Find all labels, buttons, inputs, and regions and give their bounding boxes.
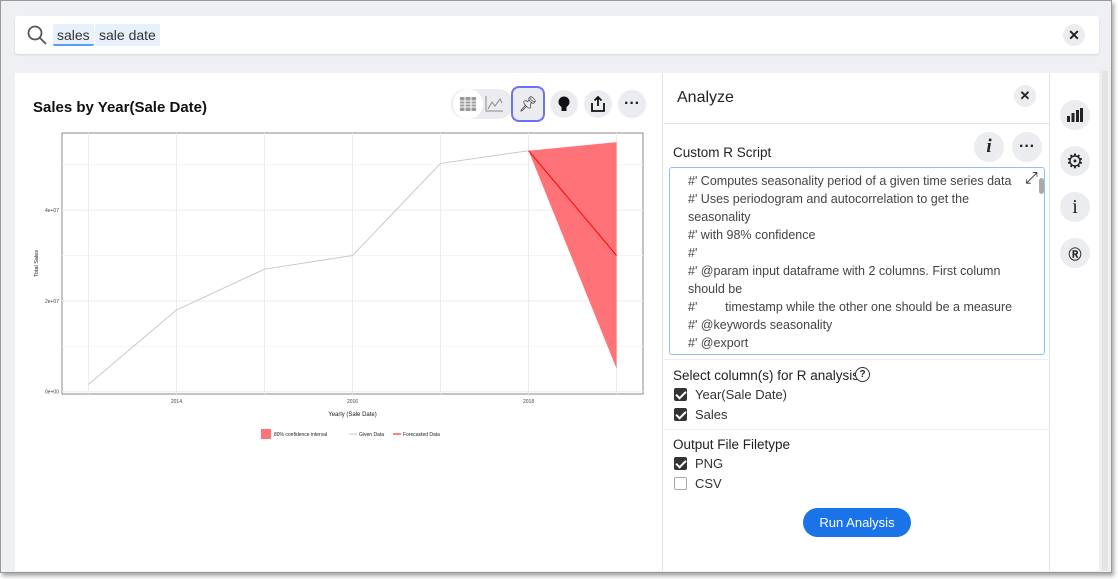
right-rail: ⚙ i Ⓡ	[1051, 73, 1099, 571]
divider	[664, 359, 1050, 360]
script-line: #' @export	[688, 336, 749, 350]
script-label: Custom R Script	[673, 145, 772, 160]
chart: 0e+00 2e+07 4e+07 2014 2016 2018 Total Sales Ye…	[34, 132, 644, 439]
checkbox-sales[interactable]	[674, 408, 687, 421]
search-token-sales[interactable]: sales	[53, 24, 94, 46]
more-icon: ···	[624, 95, 640, 112]
x-tick-label: 2014	[171, 399, 182, 405]
column-label: Year(Sale Date)	[695, 387, 788, 402]
y-tick-label: 0e+00	[45, 390, 59, 396]
script-line: #' Uses periodogram and autocorrelation …	[688, 192, 973, 224]
divider	[664, 123, 1050, 124]
rail-r-button[interactable]: Ⓡ	[1060, 238, 1090, 268]
script-more-button[interactable]: ···	[1012, 132, 1042, 162]
columns-label: Select column(s) for R analysis	[673, 368, 860, 383]
filetype-csv-label: CSV	[695, 476, 722, 491]
script-line: #' @examples	[688, 352, 1030, 354]
main-card: Sales by Year(Sale Date) 📌︎ ··· 0e+00 2e+…	[15, 73, 1099, 571]
run-analysis-button[interactable]: Run Analysis	[803, 508, 911, 537]
rail-info-button[interactable]: i	[1060, 192, 1090, 222]
script-line: #' Computes seasonality period of a give…	[688, 174, 1012, 188]
forecast-line	[528, 150, 617, 256]
y-axis-label: Total Sales	[34, 250, 40, 277]
clear-search-button[interactable]: ✕	[1063, 24, 1085, 46]
share-button[interactable]	[584, 90, 612, 118]
more-icon: ···	[1019, 138, 1035, 155]
pin-icon: 📌︎	[518, 96, 538, 113]
checkbox-year-sale-date[interactable]	[674, 388, 687, 401]
checkbox-png[interactable]	[674, 457, 687, 470]
x-tick-label: 2016	[347, 399, 358, 405]
help-icon[interactable]: ?	[855, 367, 870, 382]
x-tick-label: 2018	[523, 399, 534, 405]
divider	[664, 429, 1050, 430]
rail-bar-chart-button[interactable]	[1060, 100, 1090, 130]
chart-title: Sales by Year(Sale Date)	[33, 99, 207, 116]
close-analyze-button[interactable]: ✕	[1014, 85, 1036, 107]
page-scrollbar[interactable]	[1102, 71, 1108, 571]
y-tick-label: 4e+07	[45, 208, 59, 214]
rail-settings-button[interactable]: ⚙	[1060, 146, 1090, 176]
given-data-line	[88, 150, 529, 385]
lightbulb-icon	[558, 96, 570, 111]
column-label: Sales	[695, 407, 728, 422]
x-axis-label: Yearly (Sale Date)	[328, 412, 376, 418]
script-line: #'	[688, 246, 698, 260]
bar-chart-icon	[1067, 108, 1083, 122]
checkbox-csv[interactable]	[674, 477, 687, 490]
table-icon[interactable]	[453, 89, 483, 119]
legend-interval-label: 80% confidence interval	[274, 432, 327, 438]
confidence-interval-area	[528, 142, 617, 369]
search-icon	[27, 25, 47, 45]
r-script-editor[interactable]: #' Computes seasonality period of a give…	[669, 167, 1045, 355]
r-logo-icon: Ⓡ	[1068, 246, 1082, 262]
share-icon	[591, 96, 605, 112]
analyze-title: Analyze	[677, 89, 734, 106]
script-line: #' @param input dataframe with 2 columns…	[688, 264, 1004, 296]
line-chart-icon[interactable]	[485, 96, 503, 117]
more-options-button[interactable]: ···	[618, 90, 646, 118]
filetype-png-label: PNG	[695, 456, 724, 471]
y-tick-label: 2e+07	[45, 299, 59, 305]
script-line: #' timestamp while the other one should …	[688, 300, 1013, 314]
script-line: #' @keywords seasonality	[688, 318, 833, 332]
expand-icon[interactable]: ⤢	[1025, 170, 1038, 187]
analyze-panel: Analyze ✕ Custom R Script i ··· #' Compu…	[664, 73, 1050, 571]
gear-icon: ⚙	[1066, 150, 1084, 173]
editor-scrollbar[interactable]	[1039, 178, 1044, 194]
insights-button[interactable]	[550, 90, 578, 118]
info-icon: i	[986, 136, 992, 157]
legend-forecast-label: Forecasted Data	[403, 432, 440, 438]
search-token-sale-date[interactable]: sale date	[95, 24, 160, 46]
search-bar[interactable]: sales sale date ✕	[15, 16, 1099, 54]
legend-interval-swatch	[261, 429, 271, 439]
filetype-label: Output File Filetype	[673, 437, 791, 452]
legend-given-label: Given Data	[359, 432, 384, 438]
pin-button[interactable]: 📌︎	[511, 86, 545, 122]
script-info-button[interactable]: i	[974, 132, 1004, 162]
script-line: #' with 98% confidence	[688, 228, 816, 242]
chart-type-toggle[interactable]	[451, 89, 513, 119]
chart-panel: Sales by Year(Sale Date) 📌︎ ··· 0e+00 2e+…	[15, 73, 663, 571]
info-icon: i	[1072, 195, 1078, 218]
